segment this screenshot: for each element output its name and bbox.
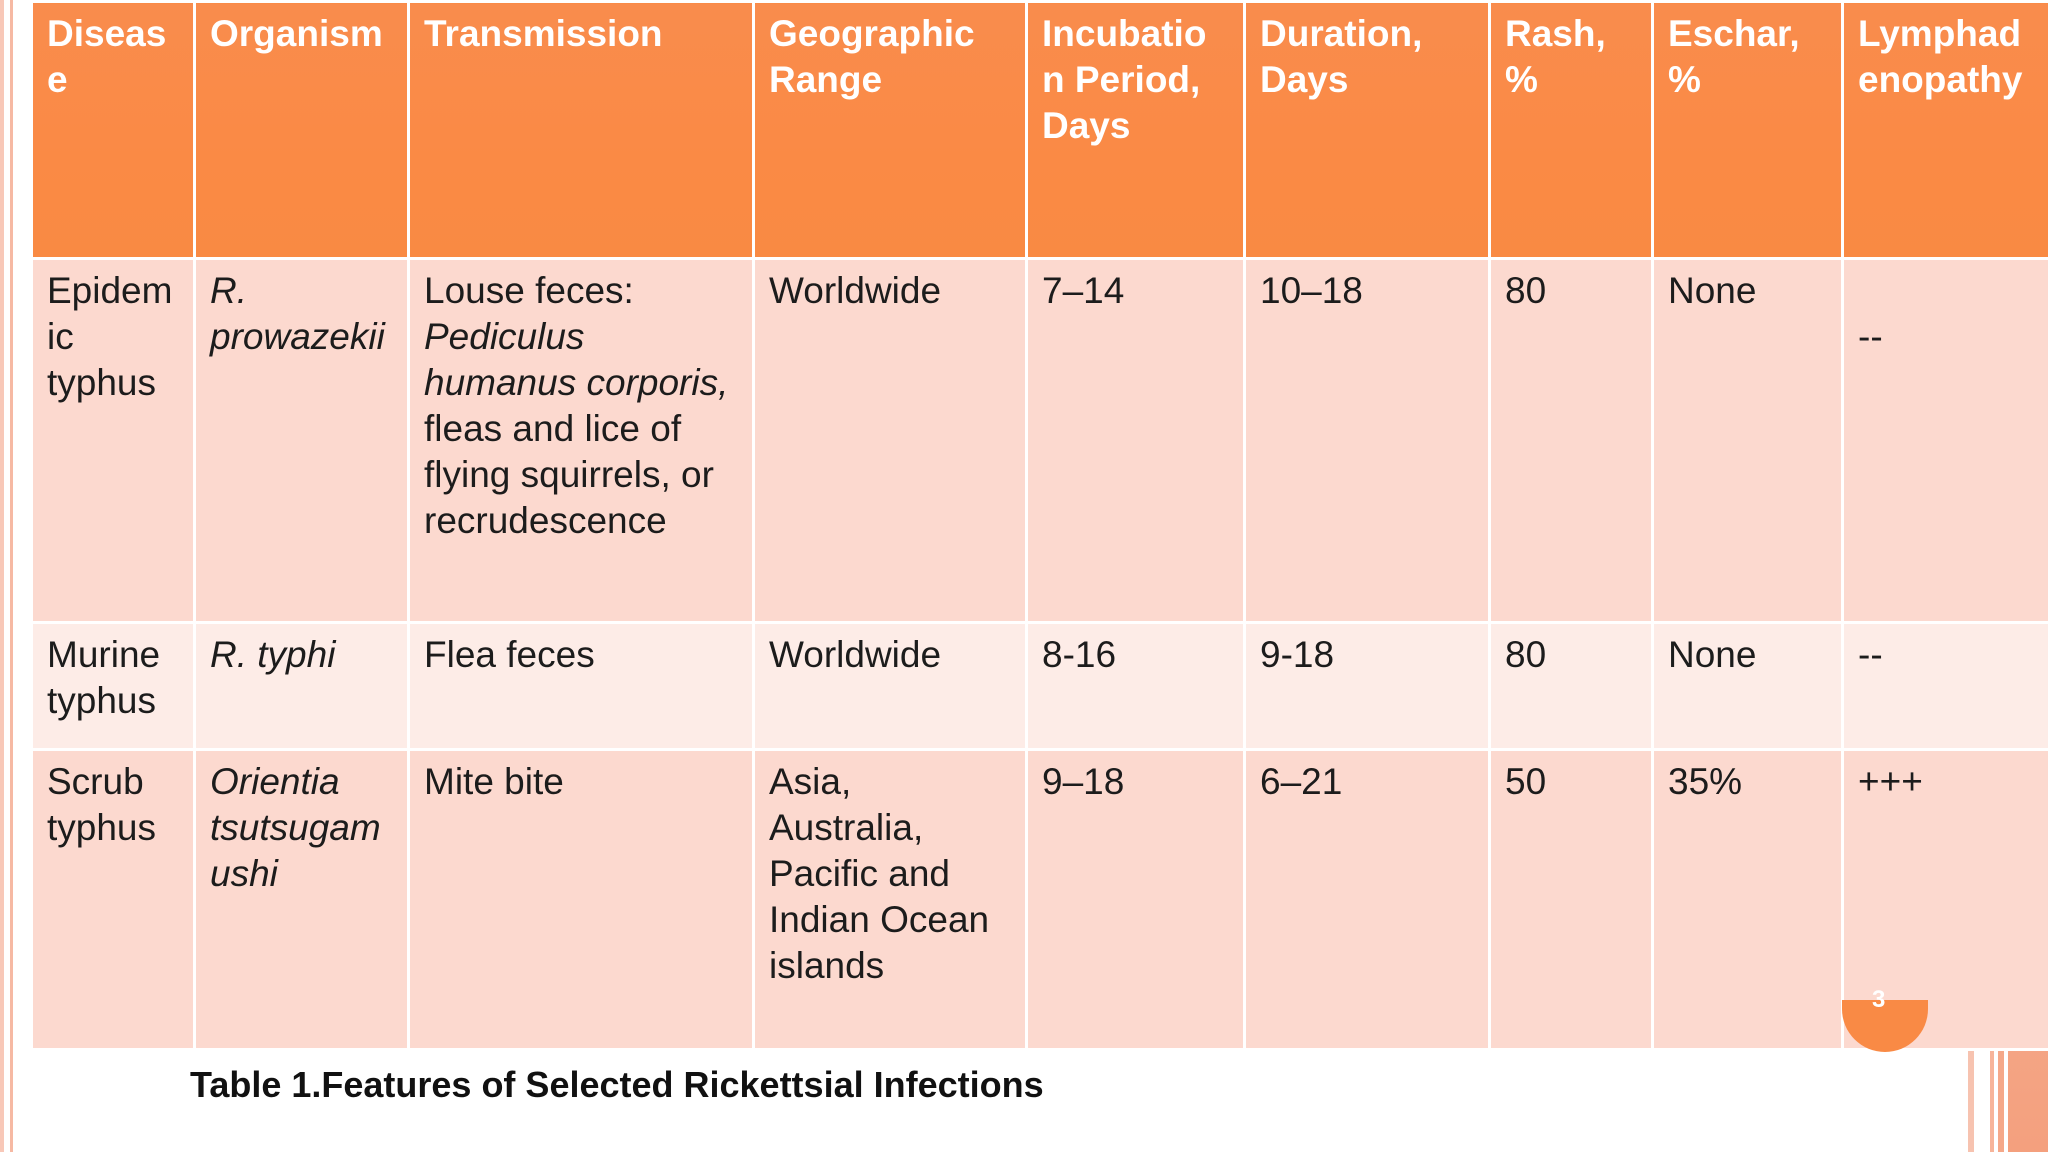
cell-eschar: None [1651,257,1844,624]
cell-duration: 10–18 [1243,257,1491,624]
header-organism: Organism [193,0,410,260]
header-geographic-range: Geographic Range [752,0,1028,260]
cell-eschar: 35% [1651,748,1844,1051]
table-row: Epidem ic typhus R. prowazekii Louse fec… [30,257,2048,624]
cell-lymphadenopathy: -- [1841,257,2048,624]
transmission-vector: Pediculus humanus corporis, [424,316,729,403]
cell-rash: 80 [1488,257,1654,624]
header-eschar: Eschar, % [1651,0,1844,260]
cell-incubation: 9–18 [1025,748,1246,1051]
cell-rash: 80 [1488,621,1654,751]
header-transmission: Transmission [407,0,755,260]
table-caption: Table 1.Features of Selected Rickettsial… [190,1064,1044,1105]
cell-range: Worldwide [752,257,1028,624]
table-row: Murine typhus R. typhi Flea feces Worldw… [30,621,2048,751]
cell-organism: R. prowazekii [193,257,410,624]
cell-incubation: 7–14 [1025,257,1246,624]
slide-number: 3 [1872,986,1886,1013]
cell-lymphadenopathy: +++ [1841,748,2048,1051]
table-row: Scrub typhus Orientia tsutsugam ushi Mit… [30,748,2048,1051]
cell-range: Worldwide [752,621,1028,751]
lymph-value: -- [1858,316,1883,357]
transmission-suffix: fleas and lice of flying squirrels, or r… [424,408,714,541]
header-duration: Duration, Days [1243,0,1491,260]
cell-rash: 50 [1488,748,1654,1051]
rickettsial-features-table: Diseas e Organism Transmission Geographi… [30,0,2048,1051]
cell-disease: Murine typhus [30,621,196,751]
slide-left-border [0,0,22,1152]
cell-eschar: None [1651,621,1844,751]
transmission-prefix: Louse feces: [424,270,634,311]
cell-disease: Scrub typhus [30,748,196,1051]
header-rash: Rash, % [1488,0,1654,260]
cell-organism: R. typhi [193,621,410,751]
header-lymphadenopathy: Lymphad enopathy [1841,0,2048,260]
cell-duration: 6–21 [1243,748,1491,1051]
cell-transmission: Mite bite [407,748,755,1051]
cell-disease: Epidem ic typhus [30,257,196,624]
cell-transmission: Louse feces: Pediculus humanus corporis,… [407,257,755,624]
header-incubation: Incubatio n Period, Days [1025,0,1246,260]
cell-range: Asia, Australia, Pacific and Indian Ocea… [752,748,1028,1051]
cell-transmission: Flea feces [407,621,755,751]
cell-organism: Orientia tsutsugam ushi [193,748,410,1051]
cell-lymphadenopathy: -- [1841,621,2048,751]
header-disease: Diseas e [30,0,196,260]
cell-incubation: 8-16 [1025,621,1246,751]
table-header-row: Diseas e Organism Transmission Geographi… [30,0,2048,260]
cell-duration: 9-18 [1243,621,1491,751]
